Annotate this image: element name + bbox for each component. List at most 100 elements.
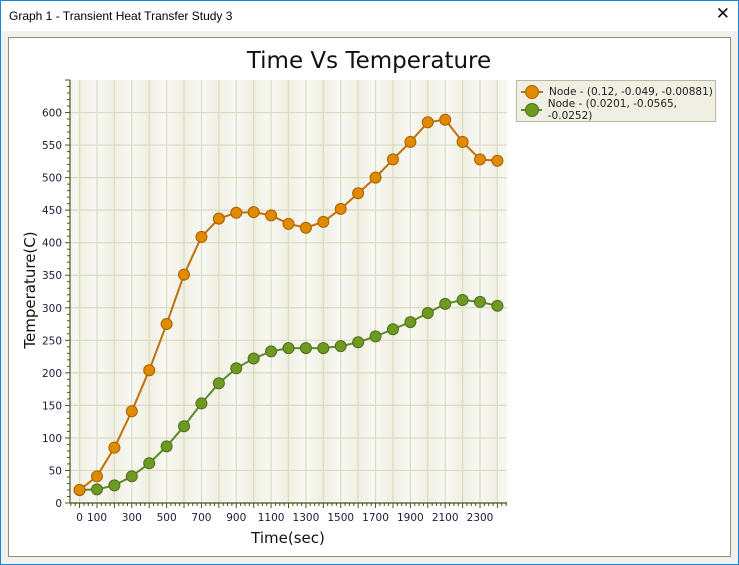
data-point-series-2 <box>299 342 312 355</box>
plot-band <box>114 80 132 503</box>
x-tick-label: 1100 <box>258 512 285 524</box>
x-tick-label: 1500 <box>327 512 354 524</box>
x-tick-label: 1700 <box>362 512 389 524</box>
y-tick-label: 400 <box>42 238 62 250</box>
plot-band <box>131 80 150 503</box>
data-point-series-1 <box>456 135 469 148</box>
data-point-series-1 <box>265 209 278 222</box>
plot-band <box>149 80 167 503</box>
data-point-series-1 <box>421 116 434 129</box>
legend-item-node-2[interactable]: Node - (0.0201, -0.0565, -0.0252) <box>521 98 715 122</box>
legend-label: Node - (0.0201, -0.0565, -0.0252) <box>547 98 678 122</box>
x-tick-label: 2100 <box>432 512 459 524</box>
data-point-series-2 <box>317 342 330 355</box>
data-point-series-1 <box>73 483 86 496</box>
data-point-series-1 <box>90 470 103 483</box>
plot-band <box>201 80 219 503</box>
y-tick-label: 150 <box>42 400 62 412</box>
data-point-series-1 <box>299 221 312 234</box>
plot-band <box>79 80 97 503</box>
data-point-series-2 <box>125 470 138 483</box>
plot-band <box>427 80 446 503</box>
data-point-series-2 <box>421 306 434 319</box>
data-point-series-2 <box>178 420 191 433</box>
x-tick-label: 0 <box>76 512 83 524</box>
plot-band <box>96 80 115 503</box>
plot-band <box>340 80 359 503</box>
data-point-series-1 <box>334 202 347 215</box>
y-tick-label: 500 <box>42 173 62 185</box>
data-point-series-2 <box>369 330 382 343</box>
data-point-series-2 <box>404 316 417 329</box>
x-tick-label: 300 <box>122 512 142 524</box>
data-point-series-2 <box>143 457 156 470</box>
x-tick-label: 2300 <box>467 512 494 524</box>
x-tick-label: 100 <box>87 512 107 524</box>
data-point-series-2 <box>334 340 347 353</box>
x-tick-label: 1900 <box>397 512 424 524</box>
data-point-series-1 <box>178 268 191 281</box>
data-point-series-2 <box>439 297 452 310</box>
plot-band <box>445 80 463 503</box>
title-bar: Graph 1 - Transient Heat Transfer Study … <box>1 1 738 31</box>
data-point-series-1 <box>212 212 225 225</box>
data-point-series-2 <box>474 295 487 308</box>
plot-band <box>271 80 289 503</box>
data-point-series-1 <box>247 206 260 219</box>
data-point-series-1 <box>230 206 243 219</box>
y-tick-label: 600 <box>42 108 62 120</box>
plot-band <box>480 80 498 503</box>
data-point-series-2 <box>352 336 365 349</box>
data-point-series-1 <box>369 171 382 184</box>
x-tick-label: 900 <box>226 512 246 524</box>
y-tick-label: 350 <box>42 270 62 282</box>
plot-band <box>166 80 185 503</box>
plot-band <box>392 80 411 503</box>
plot-band <box>305 80 324 503</box>
data-point-series-2 <box>160 440 173 453</box>
y-axis-label: Temperature(C) <box>21 231 39 349</box>
x-tick-label: 500 <box>157 512 177 524</box>
data-point-series-2 <box>90 483 103 496</box>
data-point-series-2 <box>386 323 399 336</box>
plot-band <box>184 80 202 503</box>
data-point-series-1 <box>352 187 365 200</box>
data-point-series-1 <box>143 364 156 377</box>
data-point-series-2 <box>230 362 243 375</box>
green-circle-icon <box>521 103 542 117</box>
data-point-series-2 <box>108 479 121 492</box>
data-point-series-1 <box>317 215 330 228</box>
data-point-series-2 <box>282 342 295 355</box>
data-point-series-1 <box>108 441 121 454</box>
y-tick-label: 450 <box>42 205 62 217</box>
data-point-series-2 <box>247 352 260 365</box>
y-tick-label: 0 <box>55 498 62 510</box>
plot-band <box>253 80 272 503</box>
orange-circle-icon <box>521 85 543 99</box>
plot-band <box>218 80 237 503</box>
data-point-series-2 <box>456 293 469 306</box>
data-point-series-1 <box>474 153 487 166</box>
plot-band <box>358 80 376 503</box>
plot-band <box>323 80 341 503</box>
y-tick-label: 300 <box>42 303 62 315</box>
y-tick-label: 50 <box>49 465 62 477</box>
data-point-series-1 <box>491 154 504 167</box>
data-point-series-2 <box>265 345 278 358</box>
legend: Node - (0.12, -0.049, -0.00881) Node - (… <box>516 80 716 122</box>
data-point-series-2 <box>212 377 225 390</box>
close-icon[interactable]: ✕ <box>715 4 730 24</box>
y-tick-label: 250 <box>42 335 62 347</box>
data-point-series-1 <box>160 318 173 331</box>
legend-item-node-1[interactable]: Node - (0.12, -0.049, -0.00881) <box>521 83 713 101</box>
plot-band <box>236 80 254 503</box>
data-point-series-1 <box>195 230 208 243</box>
plot-band <box>410 80 428 503</box>
plot-band <box>375 80 393 503</box>
data-point-series-1 <box>282 217 295 230</box>
y-tick-label: 100 <box>42 433 62 445</box>
y-tick-label: 200 <box>42 368 62 380</box>
x-tick-label: 700 <box>191 512 211 524</box>
data-point-series-1 <box>404 135 417 148</box>
